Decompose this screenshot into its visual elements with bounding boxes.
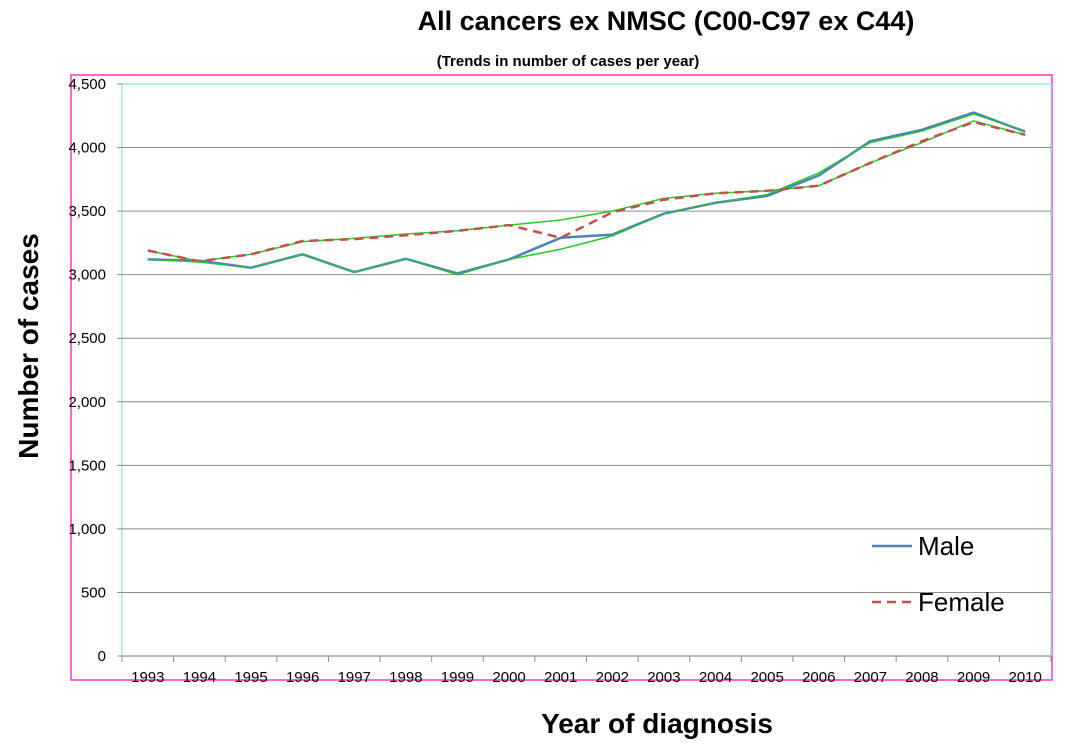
y-tick-label: 4,500 bbox=[68, 76, 106, 93]
chart-title: All cancers ex NMSC (C00-C97 ex C44) bbox=[418, 6, 915, 36]
x-tick-label: 2003 bbox=[647, 669, 680, 686]
x-tick-label: 1998 bbox=[389, 669, 422, 686]
x-tick-label: 2007 bbox=[854, 669, 887, 686]
chart-area-border bbox=[70, 74, 1053, 681]
series-line-female bbox=[147, 120, 1026, 263]
y-axis-label: Number of cases bbox=[13, 233, 44, 459]
x-tick-label: 2010 bbox=[1009, 669, 1042, 686]
chart-subtitle: (Trends in number of cases per year) bbox=[437, 53, 700, 70]
x-tick-label: 2004 bbox=[699, 669, 732, 686]
x-tick-label: 1997 bbox=[338, 669, 371, 686]
y-tick-label: 2,500 bbox=[68, 330, 106, 347]
y-tick-label: 1,000 bbox=[68, 521, 106, 538]
x-tick-label: 2008 bbox=[905, 669, 938, 686]
x-tick-label: 2000 bbox=[492, 669, 525, 686]
x-tick-label: 1994 bbox=[183, 669, 216, 686]
trend-line-overlay bbox=[147, 113, 1026, 276]
x-axis-label: Year of diagnosis bbox=[541, 708, 773, 739]
x-tick-label: 1996 bbox=[286, 669, 319, 686]
legend-label-female: Female bbox=[918, 587, 1005, 617]
x-tick-label: 2001 bbox=[544, 669, 577, 686]
y-tick-label: 4,000 bbox=[68, 140, 106, 157]
y-axis-ticks: 0 500 1,000 1,500 2,000 2,500 3,000 3,500 4,000 4… bbox=[68, 76, 122, 665]
y-tick-label: 3,500 bbox=[68, 203, 106, 220]
x-tick-label: 1999 bbox=[441, 669, 474, 686]
y-tick-label: 1,500 bbox=[68, 457, 106, 474]
y-tick-label: 500 bbox=[81, 584, 106, 601]
legend-label-male: Male bbox=[918, 531, 974, 561]
series-lines bbox=[147, 111, 1026, 276]
gridlines bbox=[122, 147, 1051, 593]
x-tick-label: 2005 bbox=[750, 669, 783, 686]
x-tick-label: 2006 bbox=[802, 669, 835, 686]
y-tick-label: 0 bbox=[98, 648, 106, 665]
y-tick-label: 2,000 bbox=[68, 394, 106, 411]
y-tick-label: 3,000 bbox=[68, 267, 106, 284]
legend: Male Female bbox=[872, 531, 1005, 617]
x-tick-label: 1995 bbox=[234, 669, 267, 686]
x-tick-label: 2002 bbox=[596, 669, 629, 686]
plot-area bbox=[121, 83, 1052, 657]
x-tick-label: 1993 bbox=[131, 669, 164, 686]
x-axis-ticks: 1993 1994 1995 1996 1997 1998 1999 2000 2001 2002… bbox=[121, 655, 1052, 686]
x-tick-label: 2009 bbox=[957, 669, 990, 686]
